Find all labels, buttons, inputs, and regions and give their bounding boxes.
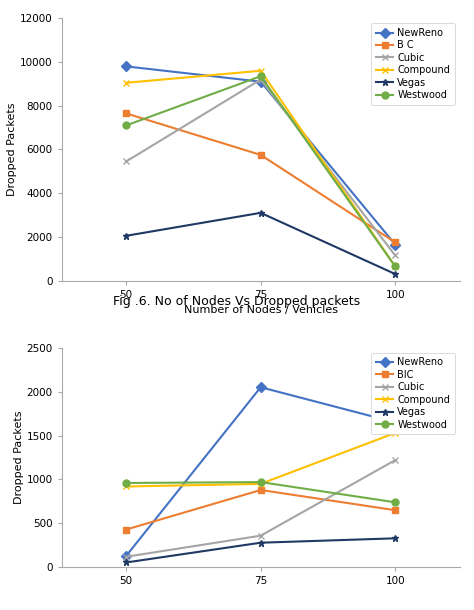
- Compound: [258, 67, 264, 74]
- Line: Compound: Compound: [123, 429, 399, 490]
- Vegas: [258, 539, 264, 547]
- Line: BIC: BIC: [123, 487, 399, 533]
- Line: Cubic: Cubic: [123, 76, 399, 259]
- X-axis label: Number of Nodes / Vehicles: Number of Nodes / Vehicles: [184, 305, 337, 315]
- Cubic: [123, 158, 129, 165]
- Line: Vegas: Vegas: [123, 209, 399, 278]
- Westwood: [258, 73, 264, 80]
- Legend: NewReno, BIC, Cubic, Compound, Vegas, Westwood: NewReno, BIC, Cubic, Compound, Vegas, We…: [371, 353, 455, 434]
- Text: Fig .6. No of Nodes Vs Dropped packets: Fig .6. No of Nodes Vs Dropped packets: [113, 295, 361, 309]
- Vegas: [123, 559, 129, 566]
- Line: NewReno: NewReno: [123, 63, 399, 248]
- Cubic: [123, 553, 129, 561]
- Compound: [123, 483, 129, 490]
- Y-axis label: Dropped Packets: Dropped Packets: [14, 411, 24, 504]
- Compound: [392, 429, 398, 437]
- BIC: [258, 486, 264, 493]
- Cubic: [392, 252, 398, 259]
- B C: [123, 110, 129, 117]
- NewReno: [258, 78, 264, 85]
- NewReno: [258, 384, 264, 391]
- Cubic: [392, 456, 398, 464]
- Vegas: [123, 232, 129, 240]
- Line: Westwood: Westwood: [123, 479, 399, 506]
- Line: Compound: Compound: [123, 67, 399, 270]
- Line: NewReno: NewReno: [123, 384, 399, 559]
- Vegas: [392, 270, 398, 278]
- Compound: [392, 263, 398, 270]
- Cubic: [258, 532, 264, 539]
- Cubic: [258, 76, 264, 83]
- BIC: [392, 506, 398, 514]
- Vegas: [258, 209, 264, 217]
- Vegas: [392, 534, 398, 542]
- NewReno: [392, 418, 398, 426]
- NewReno: [392, 241, 398, 248]
- Legend: NewReno, B C, Cubic, Compound, Vegas, Westwood: NewReno, B C, Cubic, Compound, Vegas, We…: [371, 23, 455, 105]
- Line: Vegas: Vegas: [123, 535, 399, 566]
- B C: [258, 151, 264, 159]
- Westwood: [392, 498, 398, 506]
- Compound: [258, 480, 264, 487]
- Line: Cubic: Cubic: [123, 457, 399, 560]
- Line: B C: B C: [123, 110, 399, 246]
- NewReno: [123, 552, 129, 559]
- Compound: [123, 79, 129, 87]
- NewReno: [123, 63, 129, 70]
- Y-axis label: Dropped Packets: Dropped Packets: [7, 102, 17, 196]
- Line: Westwood: Westwood: [123, 73, 399, 270]
- BIC: [123, 526, 129, 533]
- Westwood: [123, 122, 129, 129]
- Westwood: [123, 479, 129, 487]
- Westwood: [258, 478, 264, 486]
- Westwood: [392, 263, 398, 270]
- B C: [392, 239, 398, 246]
